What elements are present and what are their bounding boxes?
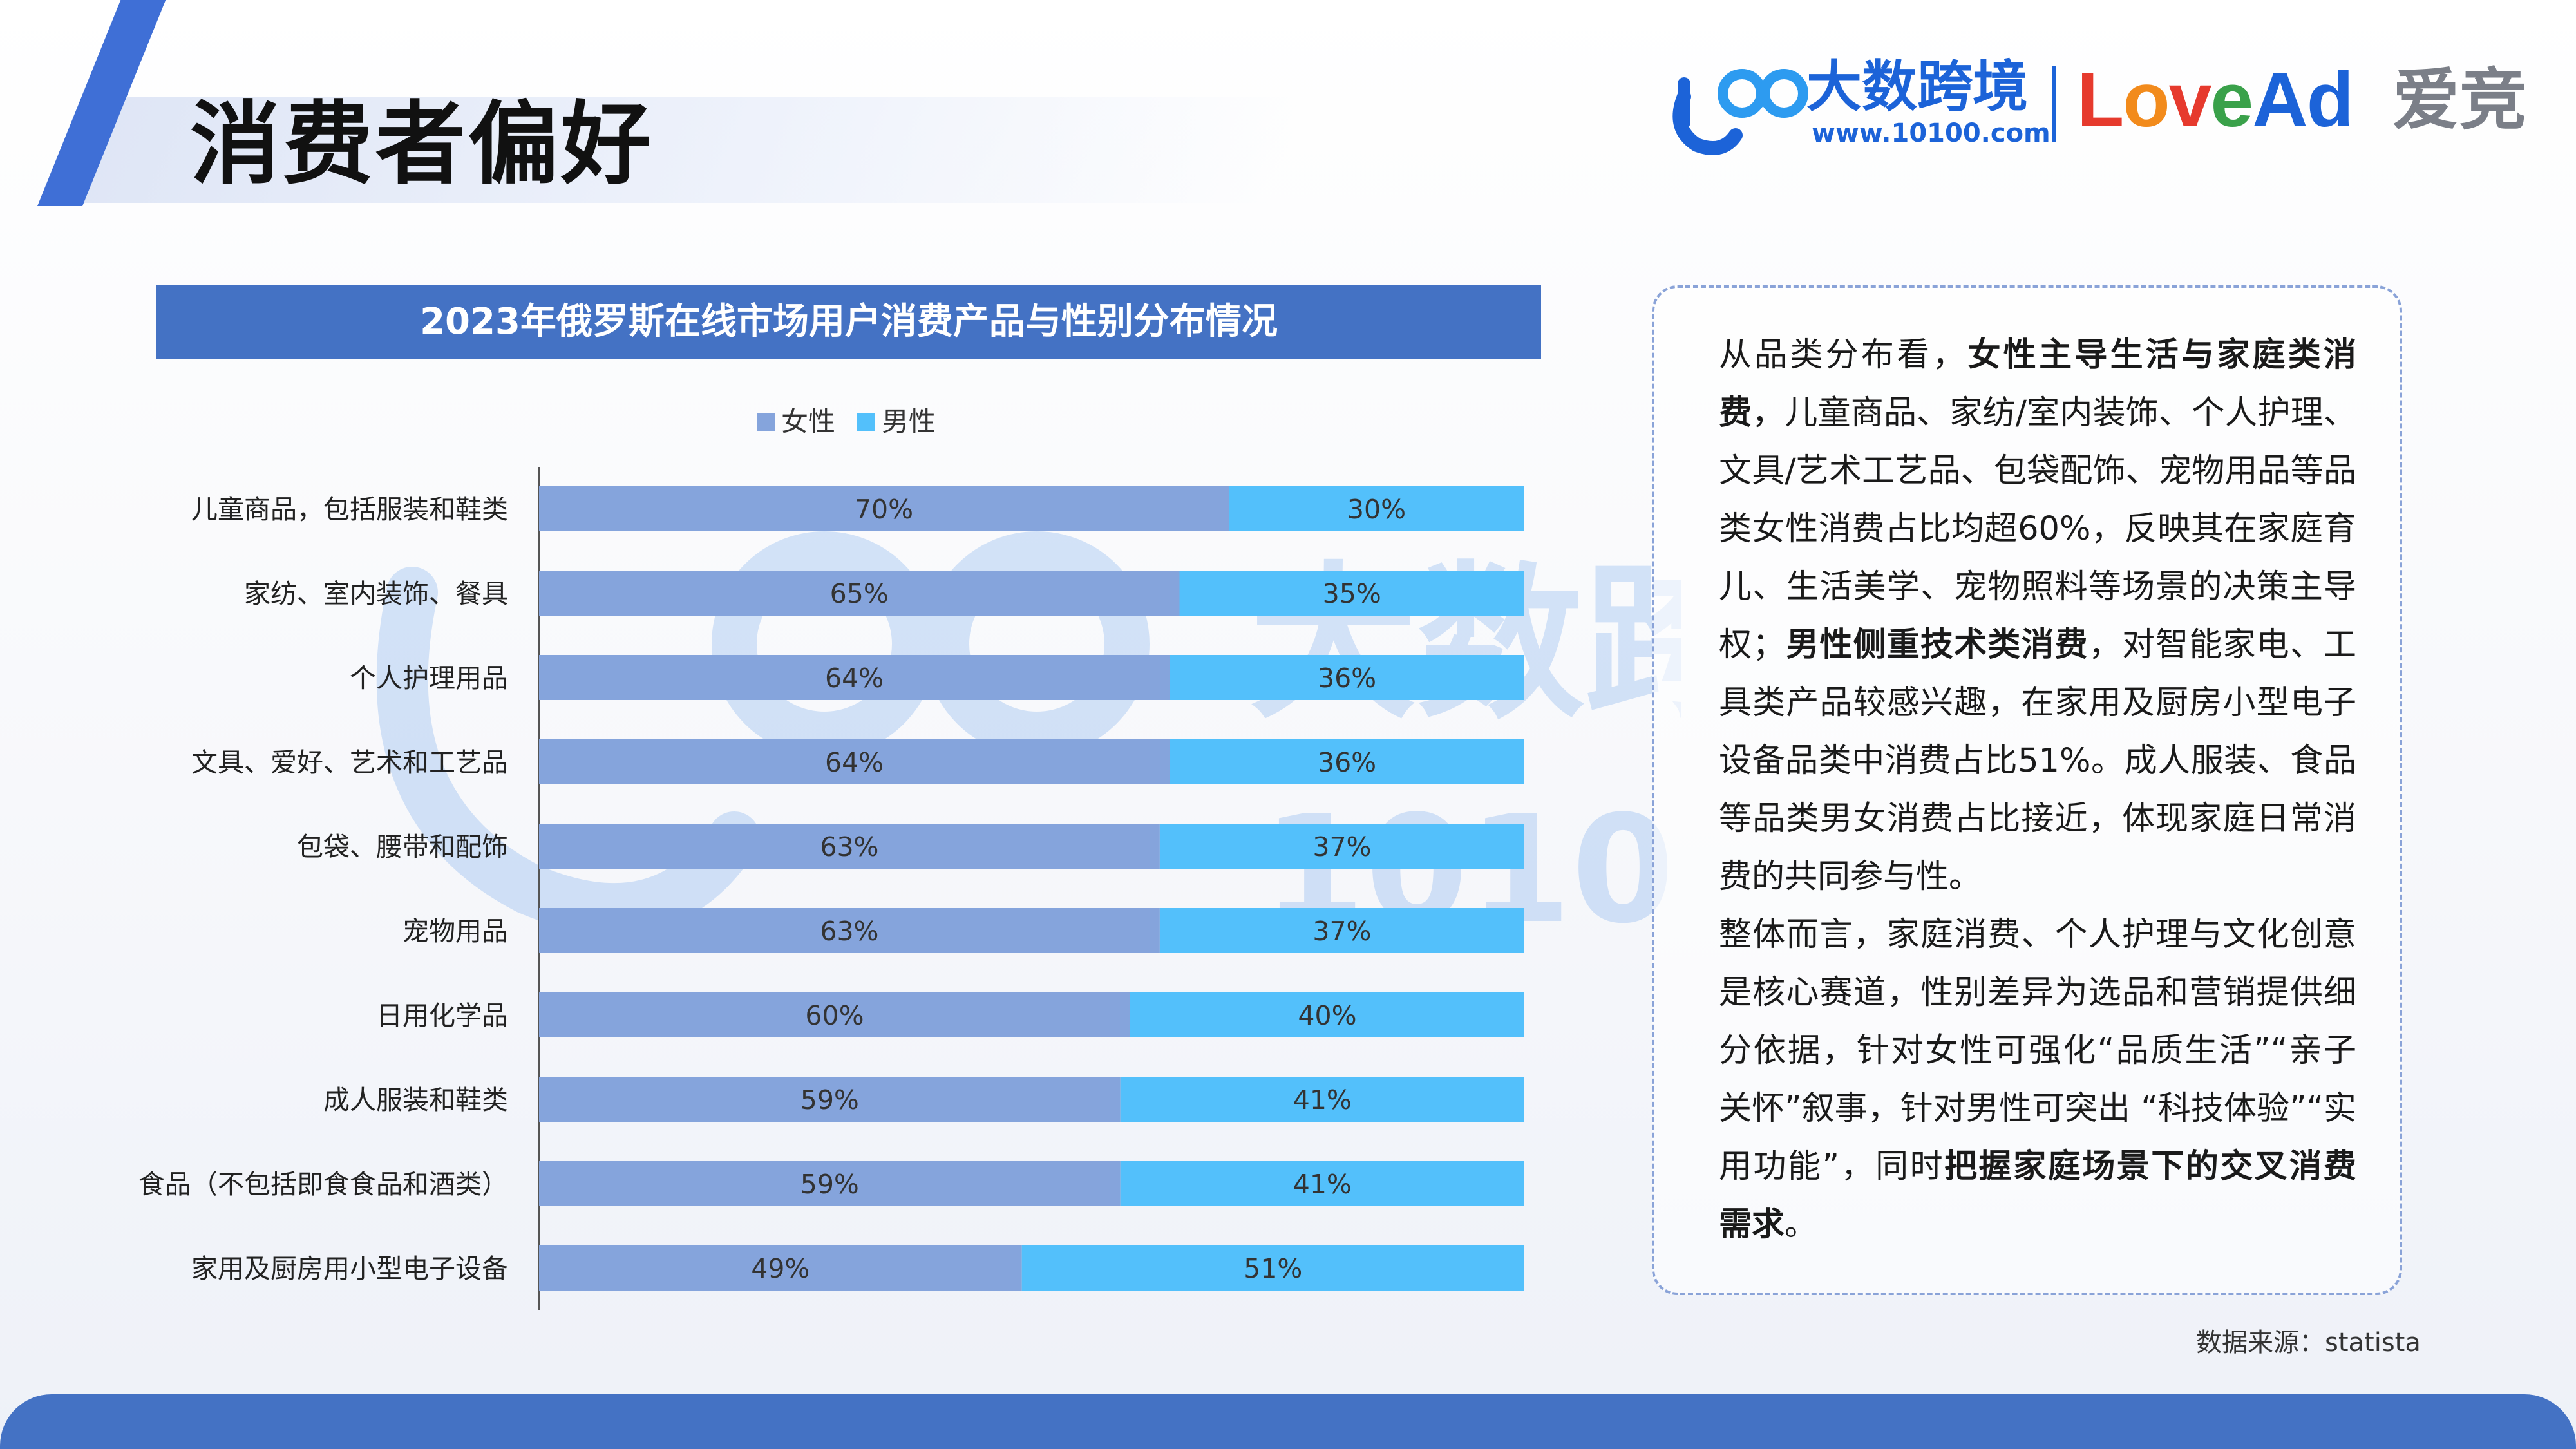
data-label-female: 59%	[800, 1084, 859, 1115]
legend-item-male: 男性	[857, 402, 936, 441]
chart-legend: 女性 男性	[757, 402, 936, 441]
analysis-text-p2_parts-0: 整体而言，家庭消费、个人护理与文化创意是核心赛道，性别差异为选品和营销提供细分依…	[1719, 916, 2356, 1186]
data-label-male: 37%	[1312, 916, 1371, 947]
page-title: 消费者偏好	[190, 92, 654, 197]
legend-swatch-female	[757, 413, 775, 431]
lovead-letter-1: L	[2077, 57, 2124, 143]
data-label-female: 60%	[805, 1000, 864, 1031]
lovead-letter-3: v	[2168, 57, 2212, 143]
y-tick-label: 宠物用品	[402, 916, 508, 947]
lovead-letter-6: d	[2306, 57, 2354, 143]
analysis-emphasis-p2_parts-1: 把握家庭场景下的交叉消费需求	[1719, 1148, 2356, 1244]
y-tick-label: 包袋、腰带和配饰	[297, 831, 508, 862]
data-source: 数据来源：statista	[2196, 1328, 2421, 1358]
bar-male	[1120, 1161, 1524, 1206]
bar-female	[539, 486, 1229, 531]
data-label-female: 63%	[820, 831, 878, 862]
bar-female	[539, 1245, 1022, 1291]
legend-label-female: 女性	[781, 406, 836, 437]
data-label-female: 65%	[830, 578, 889, 609]
bar-female	[539, 571, 1180, 616]
y-tick-label: 家用及厨房用小型电子设备	[191, 1253, 508, 1284]
stacked-bar-chart: 儿童商品，包括服装和鞋类 70% 30% 家纺、室内装饰、餐具 65% 35% 个人护理用品…	[138, 467, 1524, 1310]
data-label-male: 35%	[1323, 578, 1381, 609]
data-label-male: 30%	[1347, 494, 1406, 525]
lovead-letter-4: e	[2210, 57, 2253, 143]
aijing-logo-text: 爱竞	[2392, 61, 2527, 139]
bar-male	[1229, 486, 1524, 531]
header-logos: 大数跨境 www.10100.com LoveAd 爱竞	[1665, 55, 2528, 158]
y-tick-label: 文具、爱好、艺术和工艺品	[191, 747, 508, 778]
lovead-logo: LoveAd	[2077, 55, 2354, 145]
y-tick-label: 家纺、室内装饰、餐具	[244, 578, 508, 609]
data-label-male: 41%	[1293, 1169, 1352, 1200]
y-tick-label: 个人护理用品	[350, 663, 508, 694]
analysis-text-p1_parts-2: ，儿童商品、家纺/室内装饰、个人护理、文具/艺术工艺品、包袋配饰、宠物用品等品类…	[1719, 394, 2356, 664]
legend-label-male: 男性	[882, 406, 936, 437]
data-label-female: 64%	[825, 663, 884, 694]
bar-female	[539, 992, 1130, 1037]
y-tick-label: 日用化学品	[376, 1000, 508, 1031]
brand-url: www.10100.com	[1812, 118, 2050, 148]
bar-female	[539, 739, 1170, 784]
bar-male	[1120, 1077, 1524, 1122]
lovead-letter-2: o	[2123, 57, 2170, 143]
bar-male	[1021, 1245, 1524, 1291]
analysis-emphasis-p1_parts-3: 男性侧重技术类消费	[1785, 626, 2088, 664]
bar-male	[1170, 739, 1524, 784]
brand-10100-logo-icon	[1672, 69, 1808, 155]
analysis-text-p1_parts-0: 从品类分布看，	[1719, 336, 1968, 374]
analysis-box: 从品类分布看，女性主导生活与家庭类消费，儿童商品、家纺/室内装饰、个人护理、文具…	[1652, 285, 2402, 1295]
data-label-female: 59%	[800, 1169, 859, 1200]
data-label-male: 37%	[1312, 831, 1371, 862]
analysis-emphasis-p1_parts-1: 女性主导生活与家庭类消费	[1719, 336, 2356, 432]
data-label-female: 70%	[855, 494, 913, 525]
bar-female	[539, 1077, 1121, 1122]
y-tick-label: 儿童商品，包括服装和鞋类	[191, 494, 508, 525]
data-label-male: 40%	[1298, 1000, 1356, 1031]
bar-female	[539, 824, 1160, 869]
data-label-male: 41%	[1293, 1084, 1352, 1115]
bar-female	[539, 655, 1170, 700]
data-label-male: 36%	[1318, 663, 1376, 694]
bar-male	[1170, 655, 1524, 700]
data-label-female: 49%	[751, 1253, 810, 1284]
y-tick-label: 成人服装和鞋类	[323, 1084, 508, 1115]
logo-divider	[2052, 66, 2056, 142]
analysis-text-p2_parts-2: 。	[1785, 1206, 1818, 1244]
y-tick-label: 食品（不包括即食食品和酒类）	[138, 1169, 508, 1200]
brand-cn-name: 大数跨境	[1806, 55, 2028, 119]
data-label-female: 64%	[825, 747, 884, 778]
analysis-text-p1_parts-4: ，对智能家电、工具类产品较感兴趣，在家用及厨房小型电子设备品类中消费占比51%。…	[1719, 626, 2356, 896]
footer-bar	[0, 1394, 2576, 1449]
data-label-male: 51%	[1244, 1253, 1302, 1284]
lovead-letter-5: A	[2252, 57, 2308, 143]
legend-item-female: 女性	[757, 402, 835, 441]
bar-male	[1179, 571, 1524, 616]
analysis-paragraph-1: 从品类分布看，女性主导生活与家庭类消费，儿童商品、家纺/室内装饰、个人护理、文具…	[1719, 327, 2356, 906]
bar-male	[1159, 824, 1524, 869]
data-label-male: 36%	[1318, 747, 1376, 778]
bar-male	[1130, 992, 1524, 1037]
chart-title: 2023年俄罗斯在线市场用户消费产品与性别分布情况	[156, 285, 1541, 359]
legend-swatch-male	[857, 413, 876, 431]
data-label-female: 63%	[820, 916, 878, 947]
bar-male	[1159, 908, 1524, 953]
bar-female	[539, 1161, 1121, 1206]
analysis-paragraph-2: 整体而言，家庭消费、个人护理与文化创意是核心赛道，性别差异为选品和营销提供细分依…	[1719, 906, 2356, 1254]
bar-female	[539, 908, 1160, 953]
